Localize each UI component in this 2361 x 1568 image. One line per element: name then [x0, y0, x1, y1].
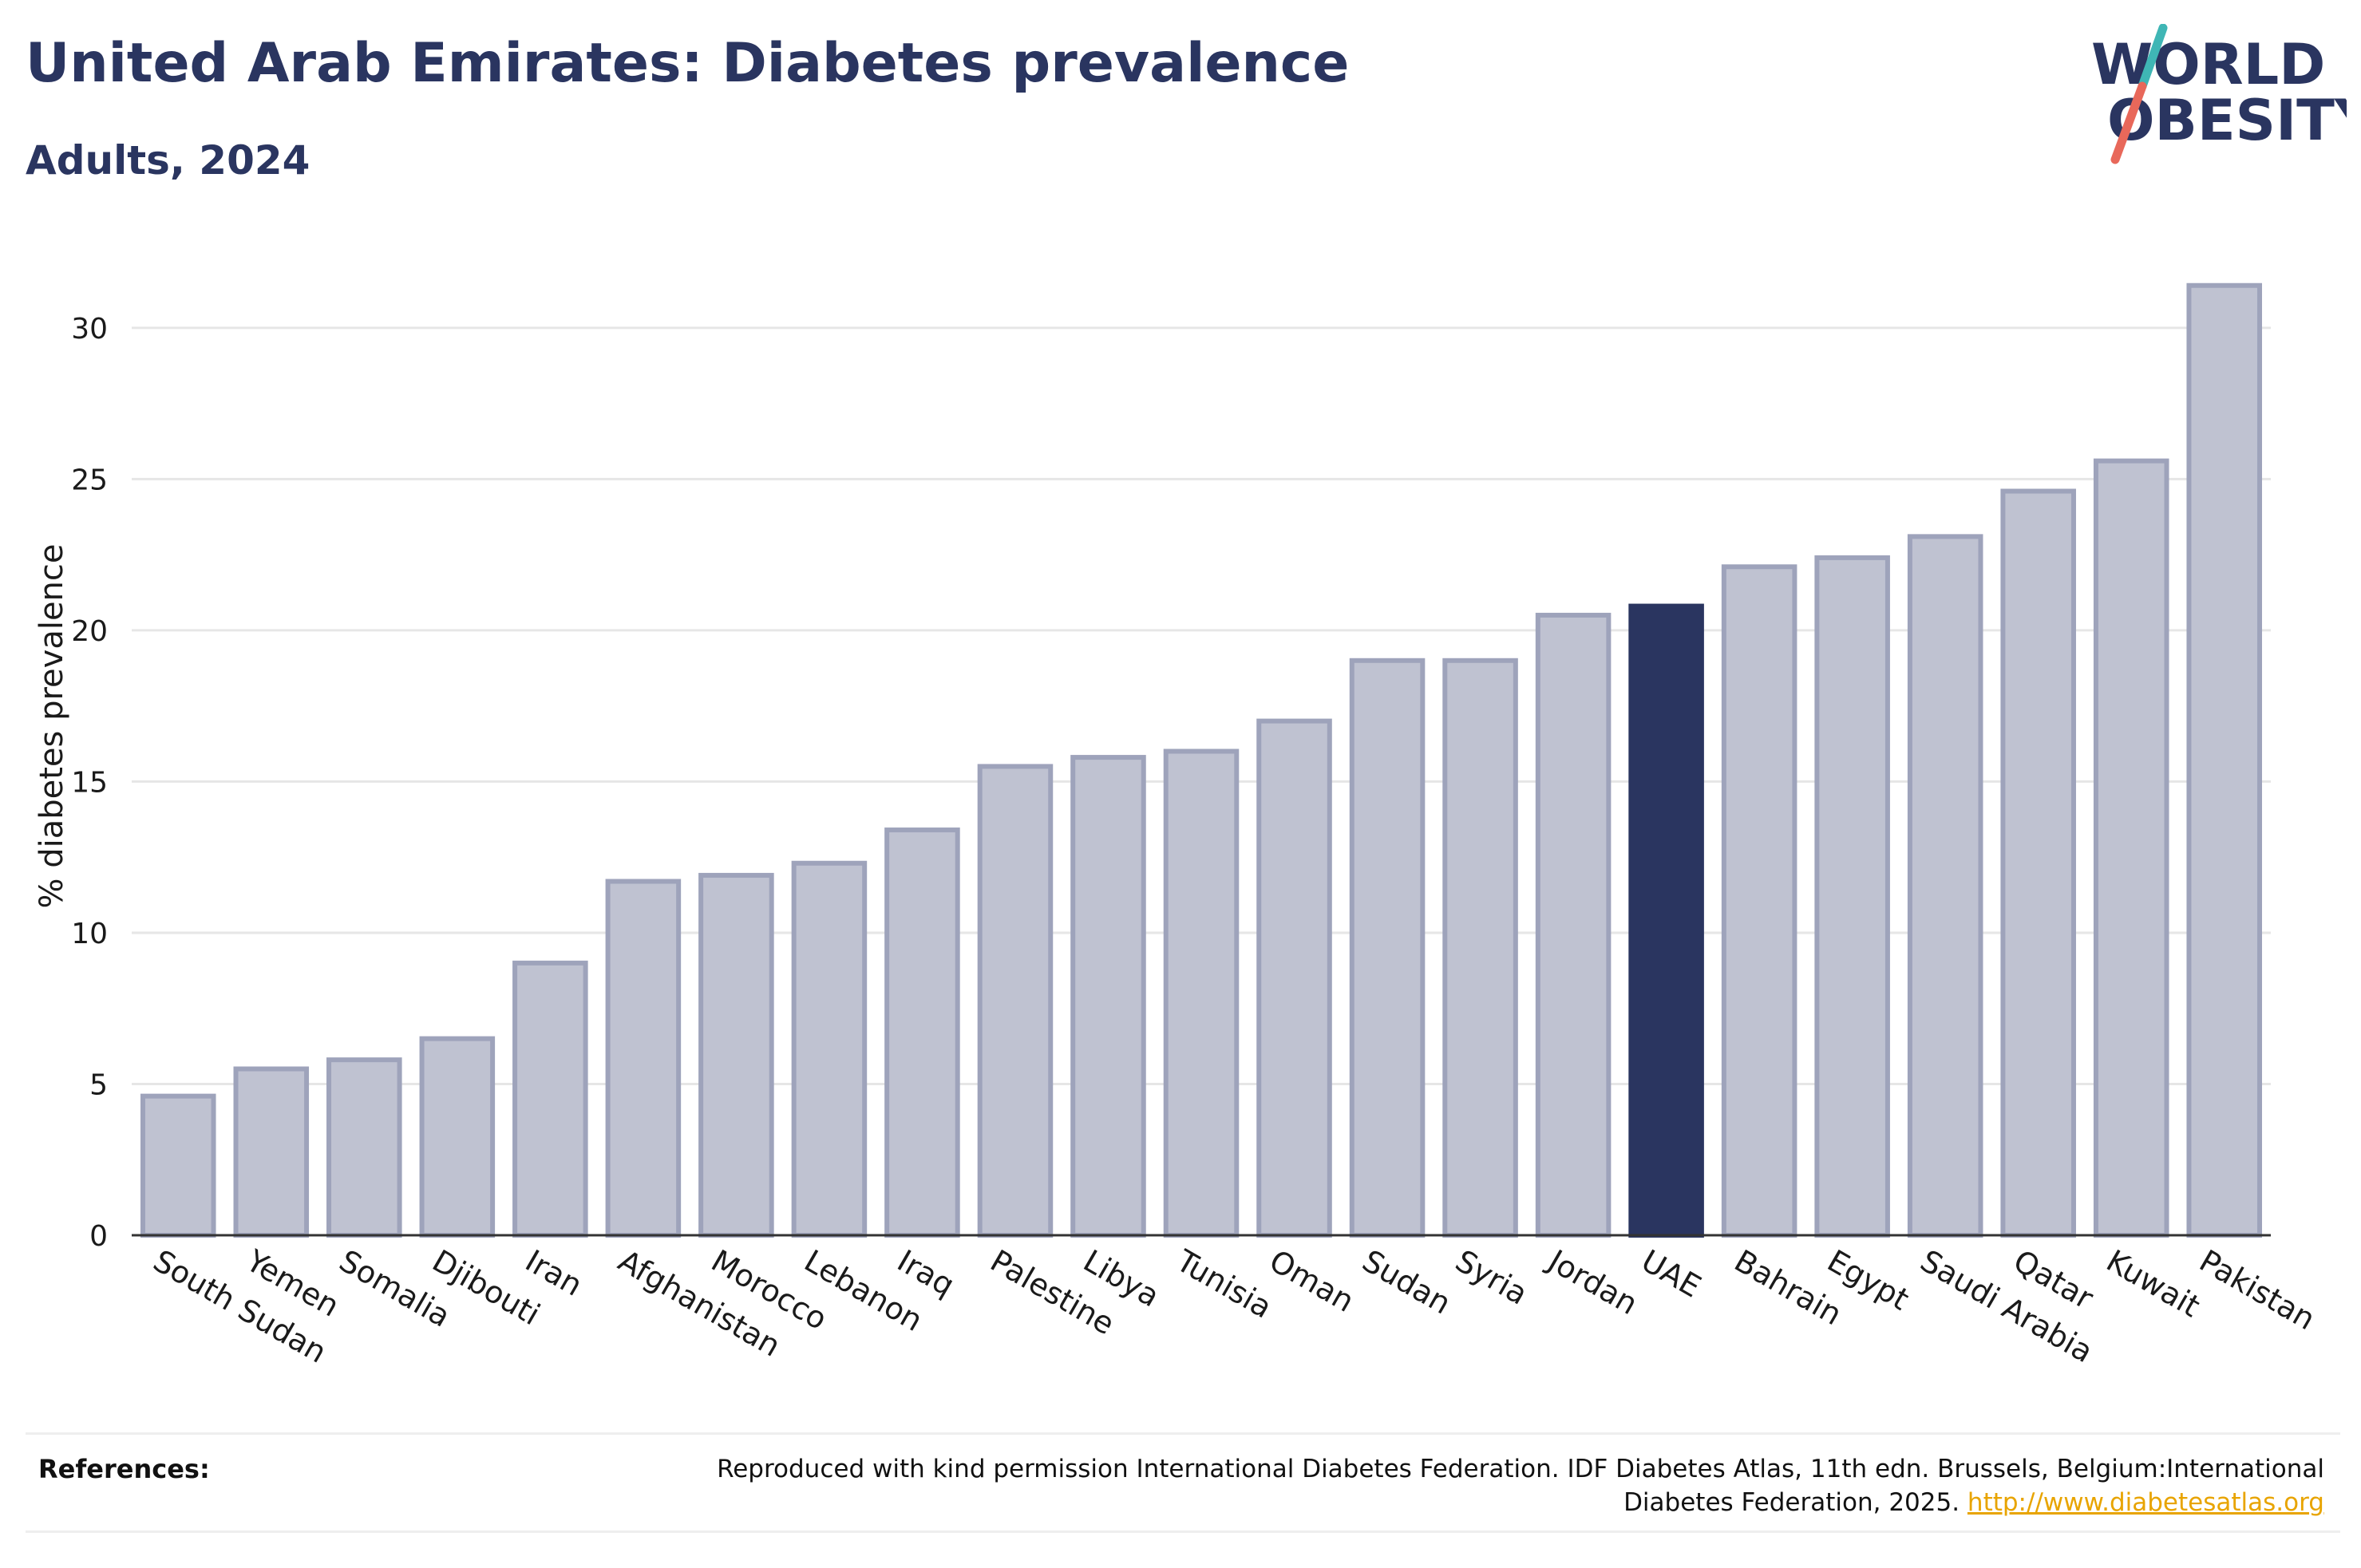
x-tick-label: UAE [1635, 1243, 1706, 1305]
references-box: References: Reproduced with kind permiss… [26, 1432, 2340, 1533]
references-label: References: [38, 1454, 210, 1484]
bar-pakistan [2186, 282, 2263, 1238]
x-tick-label: Oman [1264, 1243, 1360, 1319]
bar-tunisia [1163, 748, 1240, 1238]
bar-jordan [1535, 612, 1612, 1238]
y-tick-label: 30 [71, 313, 108, 346]
world-obesity-logo: WORLD OBESITY [2091, 24, 2347, 164]
bar-sudan [1349, 658, 1426, 1238]
y-tick-label: 20 [71, 615, 108, 648]
bar-bahrain [1721, 564, 1797, 1238]
bar-south-sudan [140, 1093, 216, 1238]
chart-title: United Arab Emirates: Diabetes prevalenc… [26, 32, 1350, 95]
x-tick-label: Pakistan [2193, 1243, 2321, 1337]
x-tick-label: Tunisia [1170, 1242, 1278, 1325]
logo-slash-teal [2138, 24, 2168, 91]
y-tick-label: 5 [89, 1068, 108, 1101]
bar-somalia [326, 1057, 402, 1238]
bar-kuwait [2093, 458, 2169, 1238]
y-tick-label: 15 [71, 766, 108, 799]
bar-morocco [698, 872, 774, 1238]
logo-slash-coral [2110, 81, 2147, 164]
bar-afghanistan [605, 879, 682, 1238]
y-tick-label: 10 [71, 918, 108, 950]
references-text: Reproduced with kind permission Internat… [717, 1455, 2324, 1517]
x-tick-label: Sudan [1357, 1243, 1457, 1321]
references-link[interactable]: http://www.diabetesatlas.org [1967, 1488, 2324, 1517]
bar-oman [1256, 718, 1332, 1238]
logo-line-1: WORLD [2091, 32, 2325, 97]
bar-syria [1442, 658, 1518, 1238]
bar-saudi-arabia [1907, 534, 1983, 1238]
y-tick-label: 0 [89, 1220, 108, 1253]
bar-qatar [2000, 488, 2076, 1238]
bar-iraq [884, 827, 960, 1238]
bar-libya [1070, 755, 1146, 1238]
y-tick-labels: 0 5 10 15 20 25 30 [71, 313, 108, 1253]
bars [140, 282, 2263, 1238]
bar-djibouti [419, 1036, 496, 1238]
bar-yemen [233, 1066, 310, 1238]
logo-line-2: OBESITY [2107, 88, 2347, 153]
x-tick-label: Jordan [1541, 1242, 1643, 1322]
y-tick-label: 25 [71, 464, 108, 496]
x-tick-label: Bahrain [1729, 1243, 1848, 1333]
y-axis-title: % diabetes prevalence [34, 543, 70, 908]
x-tick-label: Syria [1449, 1243, 1533, 1312]
bar-iran [512, 960, 588, 1238]
bar-uae [1628, 603, 1704, 1238]
bar-palestine [977, 764, 1054, 1238]
bar-lebanon [791, 860, 868, 1238]
bar-chart: 0 5 10 15 20 25 30 South SudanYemenSomaliaDjib… [34, 282, 2321, 1370]
bar-egypt [1814, 555, 1890, 1238]
chart-subtitle: Adults, 2024 [26, 137, 310, 184]
x-tick-label: Kuwait [2101, 1243, 2206, 1325]
references-text-block: Reproduced with kind permission Internat… [648, 1452, 2324, 1519]
